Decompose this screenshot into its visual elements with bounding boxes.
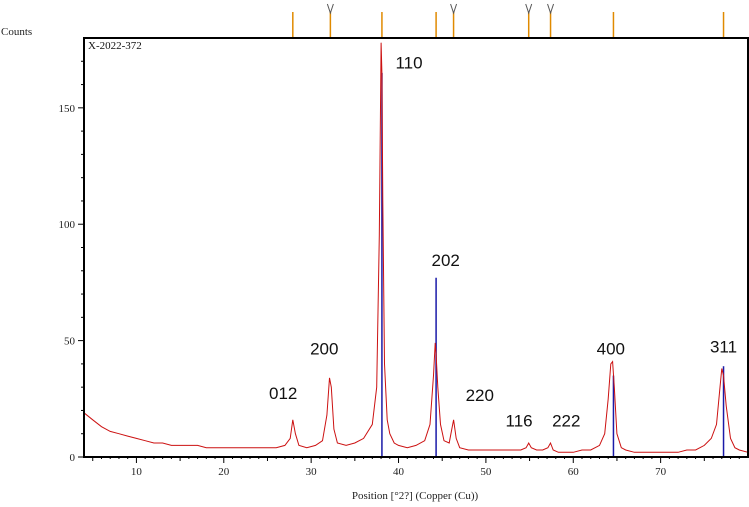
top-markers [292,3,725,38]
y-tick-label: 50 [64,336,76,348]
peak-label-202: 202 [432,251,460,270]
x-tick-label: 40 [393,466,405,478]
y-tick-label: 150 [59,103,76,115]
x-tick-label: 70 [655,466,667,478]
x-tick-label: 20 [218,466,230,478]
top-marker-v [525,3,533,15]
x-tick-label: 60 [568,466,580,478]
diffraction-pattern-line [83,42,749,453]
peak-label-200: 200 [310,340,338,359]
peak-labels: 012 200 110 202 220 116 222 400 311 [269,53,737,430]
x-axis-label: Position [°2?] (Copper (Cu)) [352,490,479,502]
peak-label-222: 222 [552,412,580,431]
y-tick-label: 100 [59,219,76,231]
peak-label-311: 311 [710,337,737,356]
x-tick-label: 30 [306,466,318,478]
y-ticks: 0 50 100 150 [59,60,84,464]
plot-frame [83,37,749,458]
y-axis-label: Counts [1,26,32,38]
top-marker-v [326,3,334,15]
sample-label: X-2022-372 [88,40,142,52]
peak-label-116: 116 [506,412,533,431]
top-marker-v [450,3,458,15]
peak-label-012: 012 [269,384,297,403]
peak-label-400: 400 [597,340,625,359]
x-tick-label: 50 [480,466,492,478]
peak-label-110: 110 [395,53,422,72]
peak-label-220: 220 [466,386,494,405]
x-tick-label: 10 [131,466,143,478]
y-tick-label: 0 [70,452,76,464]
x-ticks: 10 20 30 40 50 60 70 [92,457,740,478]
top-marker-v [547,3,555,15]
